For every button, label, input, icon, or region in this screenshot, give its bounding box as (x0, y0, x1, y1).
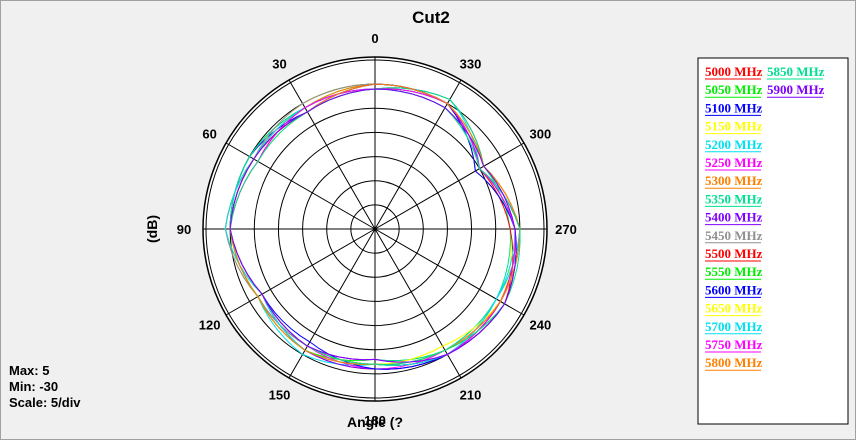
angle-tick-label: 240 (530, 318, 552, 333)
grid-spoke (374, 142, 525, 230)
legend-entry-label: 5200 MHz (705, 137, 763, 152)
series-traces (224, 83, 521, 370)
angle-tick-label: 150 (269, 387, 291, 402)
legend-entry-label: 5800 MHz (705, 355, 763, 370)
legend-entry-label: 5700 MHz (705, 319, 763, 334)
legend-entry-label: 5900 MHz (767, 82, 825, 97)
legend-entry-label: 5250 MHz (705, 155, 763, 170)
legend-entry-label: 5400 MHz (705, 210, 763, 225)
grid-spoke (288, 228, 376, 379)
grid-spoke (374, 228, 525, 316)
legend-entry-label: 5150 MHz (705, 119, 763, 134)
grid-spoke (225, 142, 376, 230)
legend-entry-label: 5650 MHz (705, 301, 763, 316)
legend-entry-label: 5850 MHz (767, 64, 825, 79)
angle-tick-label: 0 (371, 31, 378, 46)
series-trace (229, 88, 521, 366)
angle-tick-label: 30 (272, 57, 286, 72)
legend-entry-label: 5600 MHz (705, 282, 763, 297)
angle-tick-label: 270 (555, 222, 577, 237)
angle-tick-label: 90 (177, 222, 191, 237)
legend: 5000 MHz 5050 MHz 5100 MHz 5150 MHz 5200 MHz… (705, 64, 825, 371)
polar-grid (202, 56, 548, 402)
angle-tick-label: 330 (460, 57, 482, 72)
grid-spoke (374, 79, 462, 230)
legend-box (697, 57, 849, 425)
x-axis-label: Angle (? (347, 414, 403, 430)
angle-tick-label: 60 (202, 127, 216, 142)
angle-tick-label: 180 (364, 413, 386, 428)
chart-title: Cut2 (412, 8, 450, 27)
scale-readout: Scale: 5/div (9, 395, 81, 410)
legend-entry-label: 5500 MHz (705, 246, 763, 261)
grid-spoke (288, 79, 376, 230)
min-readout: Min: -30 (9, 379, 58, 394)
y-axis-label: (dB) (144, 215, 160, 243)
legend-entry-label: 5300 MHz (705, 173, 763, 188)
legend-entry-label: 5550 MHz (705, 264, 763, 279)
legend-entry-label: 5100 MHz (705, 100, 763, 115)
legend-entry-label: 5000 MHz (705, 64, 763, 79)
angle-tick-labels: 0 30 60 90 120 150 180 210 240 270 300 330 (177, 31, 577, 428)
series-trace (229, 88, 517, 363)
legend-entry-label: 5050 MHz (705, 82, 763, 97)
angle-tick-label: 210 (460, 387, 482, 402)
legend-entry-label: 5350 MHz (705, 191, 763, 206)
angle-tick-label: 120 (199, 318, 221, 333)
max-readout: Max: 5 (9, 363, 49, 378)
angle-tick-label: 300 (530, 127, 552, 142)
legend-entry-label: 5750 MHz (705, 337, 763, 352)
grid-spoke (374, 228, 462, 379)
legend-entry-label: 5450 MHz (705, 228, 763, 243)
grid-spoke (225, 228, 376, 316)
